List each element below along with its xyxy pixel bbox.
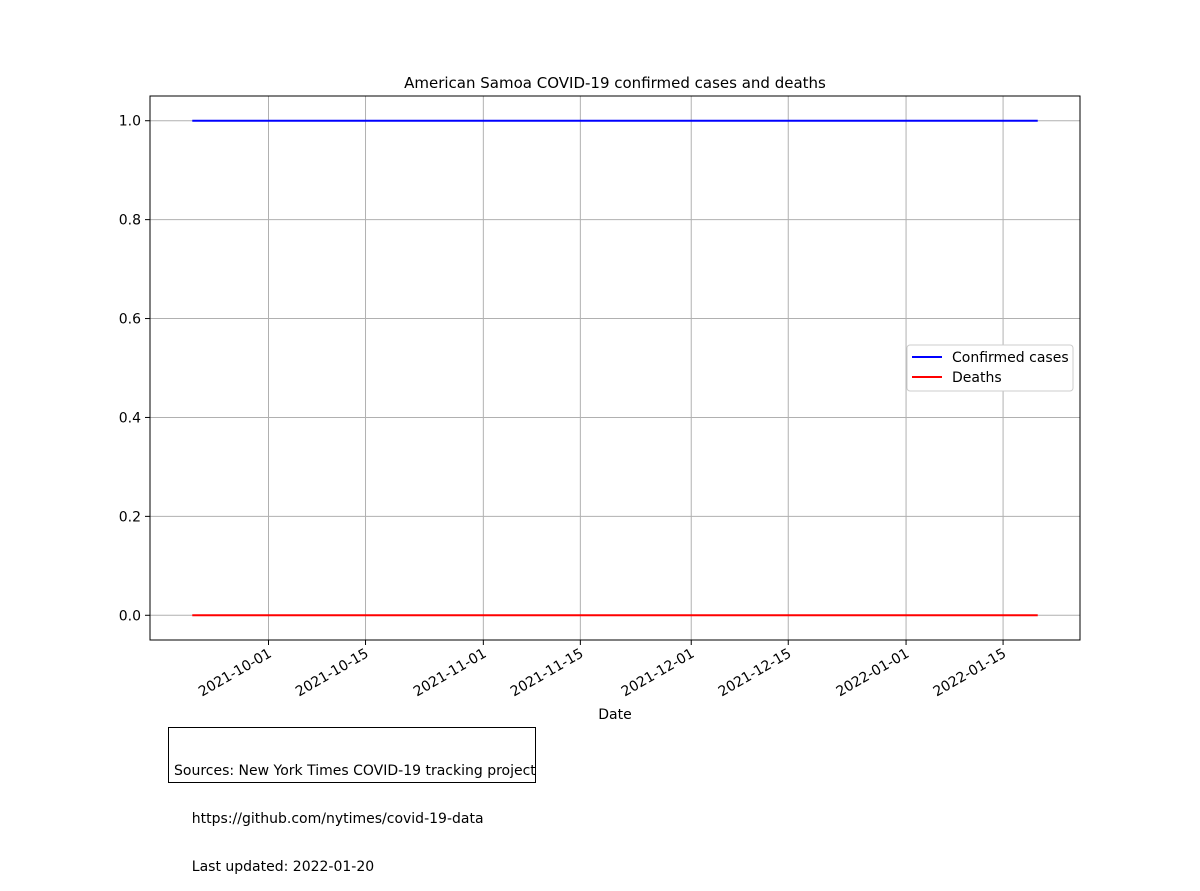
chart-title: American Samoa COVID-19 confirmed cases …	[404, 74, 826, 92]
source-url: https://github.com/nytimes/covid-19-data	[174, 811, 484, 827]
legend: Confirmed cases Deaths	[906, 344, 1074, 392]
x-tick-label: 2022-01-15	[931, 646, 1009, 701]
source-note: Sources: New York Times COVID-19 trackin…	[168, 727, 536, 875]
y-tick-label: 0.8	[119, 213, 141, 229]
y-axis-ticks: 0.0 0.2 0.4 0.6 0.8 1.0	[119, 114, 150, 624]
x-tick-label: 2021-10-15	[293, 646, 371, 701]
last-updated: Last updated: 2022-01-20	[174, 859, 375, 875]
x-tick-label: 2021-11-15	[508, 646, 586, 701]
x-axis-ticks: 2021-10-01 2021-10-15 2021-11-01 2021-11-15…	[196, 640, 1009, 700]
y-tick-label: 0.6	[119, 312, 141, 328]
x-tick-label: 2021-12-01	[619, 646, 697, 701]
x-tick-label: 2022-01-01	[834, 646, 912, 701]
source-line: Sources: New York Times COVID-19 trackin…	[174, 763, 536, 779]
series-lines	[192, 119, 1038, 617]
legend-items: Confirmed cases Deaths	[912, 350, 1069, 386]
legend-label-confirmed-cases: Confirmed cases	[952, 350, 1069, 366]
y-tick-label: 0.4	[119, 410, 141, 426]
x-axis-label: Date	[598, 707, 631, 723]
y-tick-label: 0.0	[119, 608, 141, 624]
plot-frame	[149, 95, 1081, 641]
y-tick-label: 1.0	[119, 114, 141, 130]
chart: 2021-10-01 2021-10-15 2021-11-01 2021-11-15…	[119, 74, 1081, 723]
legend-frame	[906, 344, 1074, 392]
x-tick-label: 2021-11-01	[411, 646, 489, 701]
legend-label-deaths: Deaths	[952, 370, 1002, 386]
x-tick-label: 2021-12-15	[716, 646, 794, 701]
y-tick-label: 0.2	[119, 509, 141, 525]
x-tick-label: 2021-10-01	[196, 646, 274, 701]
